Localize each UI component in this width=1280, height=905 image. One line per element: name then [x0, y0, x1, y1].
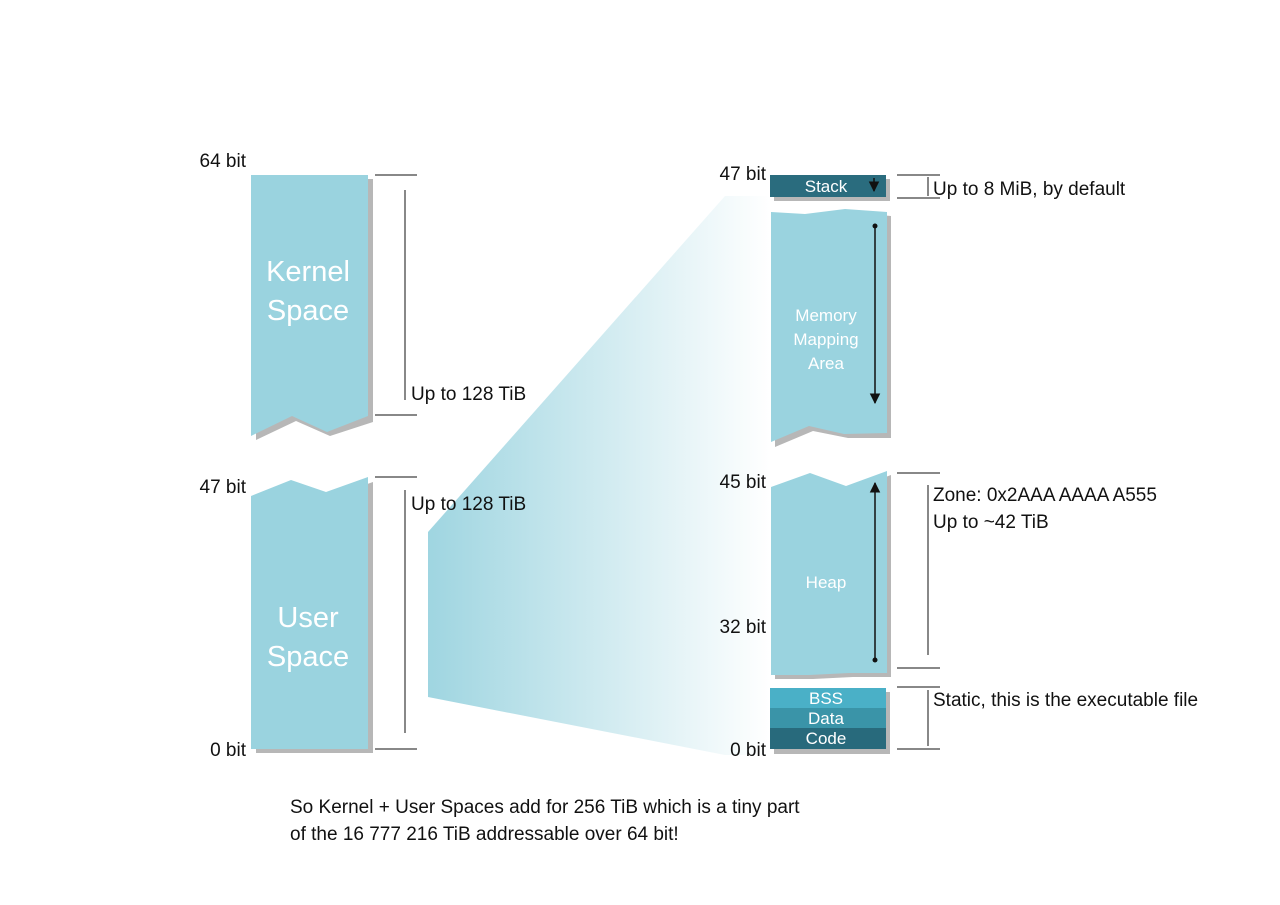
heap-bracket: [897, 472, 940, 669]
mmap-label-line1: Memory: [795, 306, 857, 325]
data-label: Data: [808, 709, 844, 728]
user-space-label-line2: Space: [267, 641, 349, 673]
heap-label: Heap: [806, 573, 847, 592]
heap-zone-note: Zone: 0x2AAA AAAA A555: [933, 485, 1157, 506]
stack-bracket: [897, 174, 940, 199]
kernel-space-label-line2: Space: [267, 295, 349, 327]
user-size-bracket: [375, 476, 417, 750]
kernel-space-label-line1: Kernel: [266, 256, 350, 288]
right-bit-45-label: 45 bit: [720, 472, 767, 493]
right-bit-0-label: 0 bit: [730, 740, 767, 761]
memory-mapping-block: Memory Mapping Area: [771, 209, 891, 447]
left-bit-47-label: 47 bit: [200, 477, 247, 498]
data-segment: [770, 708, 886, 728]
right-bit-47-label: 47 bit: [720, 164, 767, 185]
user-size-label: Up to 128 TiB: [411, 494, 526, 515]
static-note: Static, this is the executable file: [933, 690, 1198, 711]
stack-label: Stack: [805, 177, 848, 196]
kernel-size-bracket: [375, 174, 417, 416]
stack-note: Up to 8 MiB, by default: [933, 179, 1126, 200]
caption-line2: of the 16 777 216 TiB addressable over 6…: [290, 824, 679, 845]
user-space-block: User Space: [251, 477, 373, 753]
bss-segment: [770, 688, 886, 708]
stack-segment: Stack: [770, 175, 890, 201]
heap-size-note: Up to ~42 TiB: [933, 512, 1049, 533]
mmap-label-line2: Mapping: [793, 330, 858, 349]
right-bit-32-label: 32 bit: [720, 617, 767, 638]
kernel-space-block: Kernel Space: [251, 175, 373, 440]
static-segments: BSS Data Code: [770, 688, 890, 754]
mmap-label-line3: Area: [808, 354, 844, 373]
heap-block: Heap: [771, 471, 891, 679]
left-bit-64-label: 64 bit: [200, 151, 247, 172]
user-space-label-line1: User: [277, 602, 339, 634]
static-bracket: [897, 686, 940, 750]
bss-label: BSS: [809, 689, 843, 708]
zoom-projection: [428, 196, 770, 755]
code-label: Code: [806, 729, 847, 748]
code-segment: [770, 728, 886, 749]
caption-line1: So Kernel + User Spaces add for 256 TiB …: [290, 797, 800, 818]
left-bit-0-label: 0 bit: [210, 740, 247, 761]
kernel-size-label: Up to 128 TiB: [411, 384, 526, 405]
